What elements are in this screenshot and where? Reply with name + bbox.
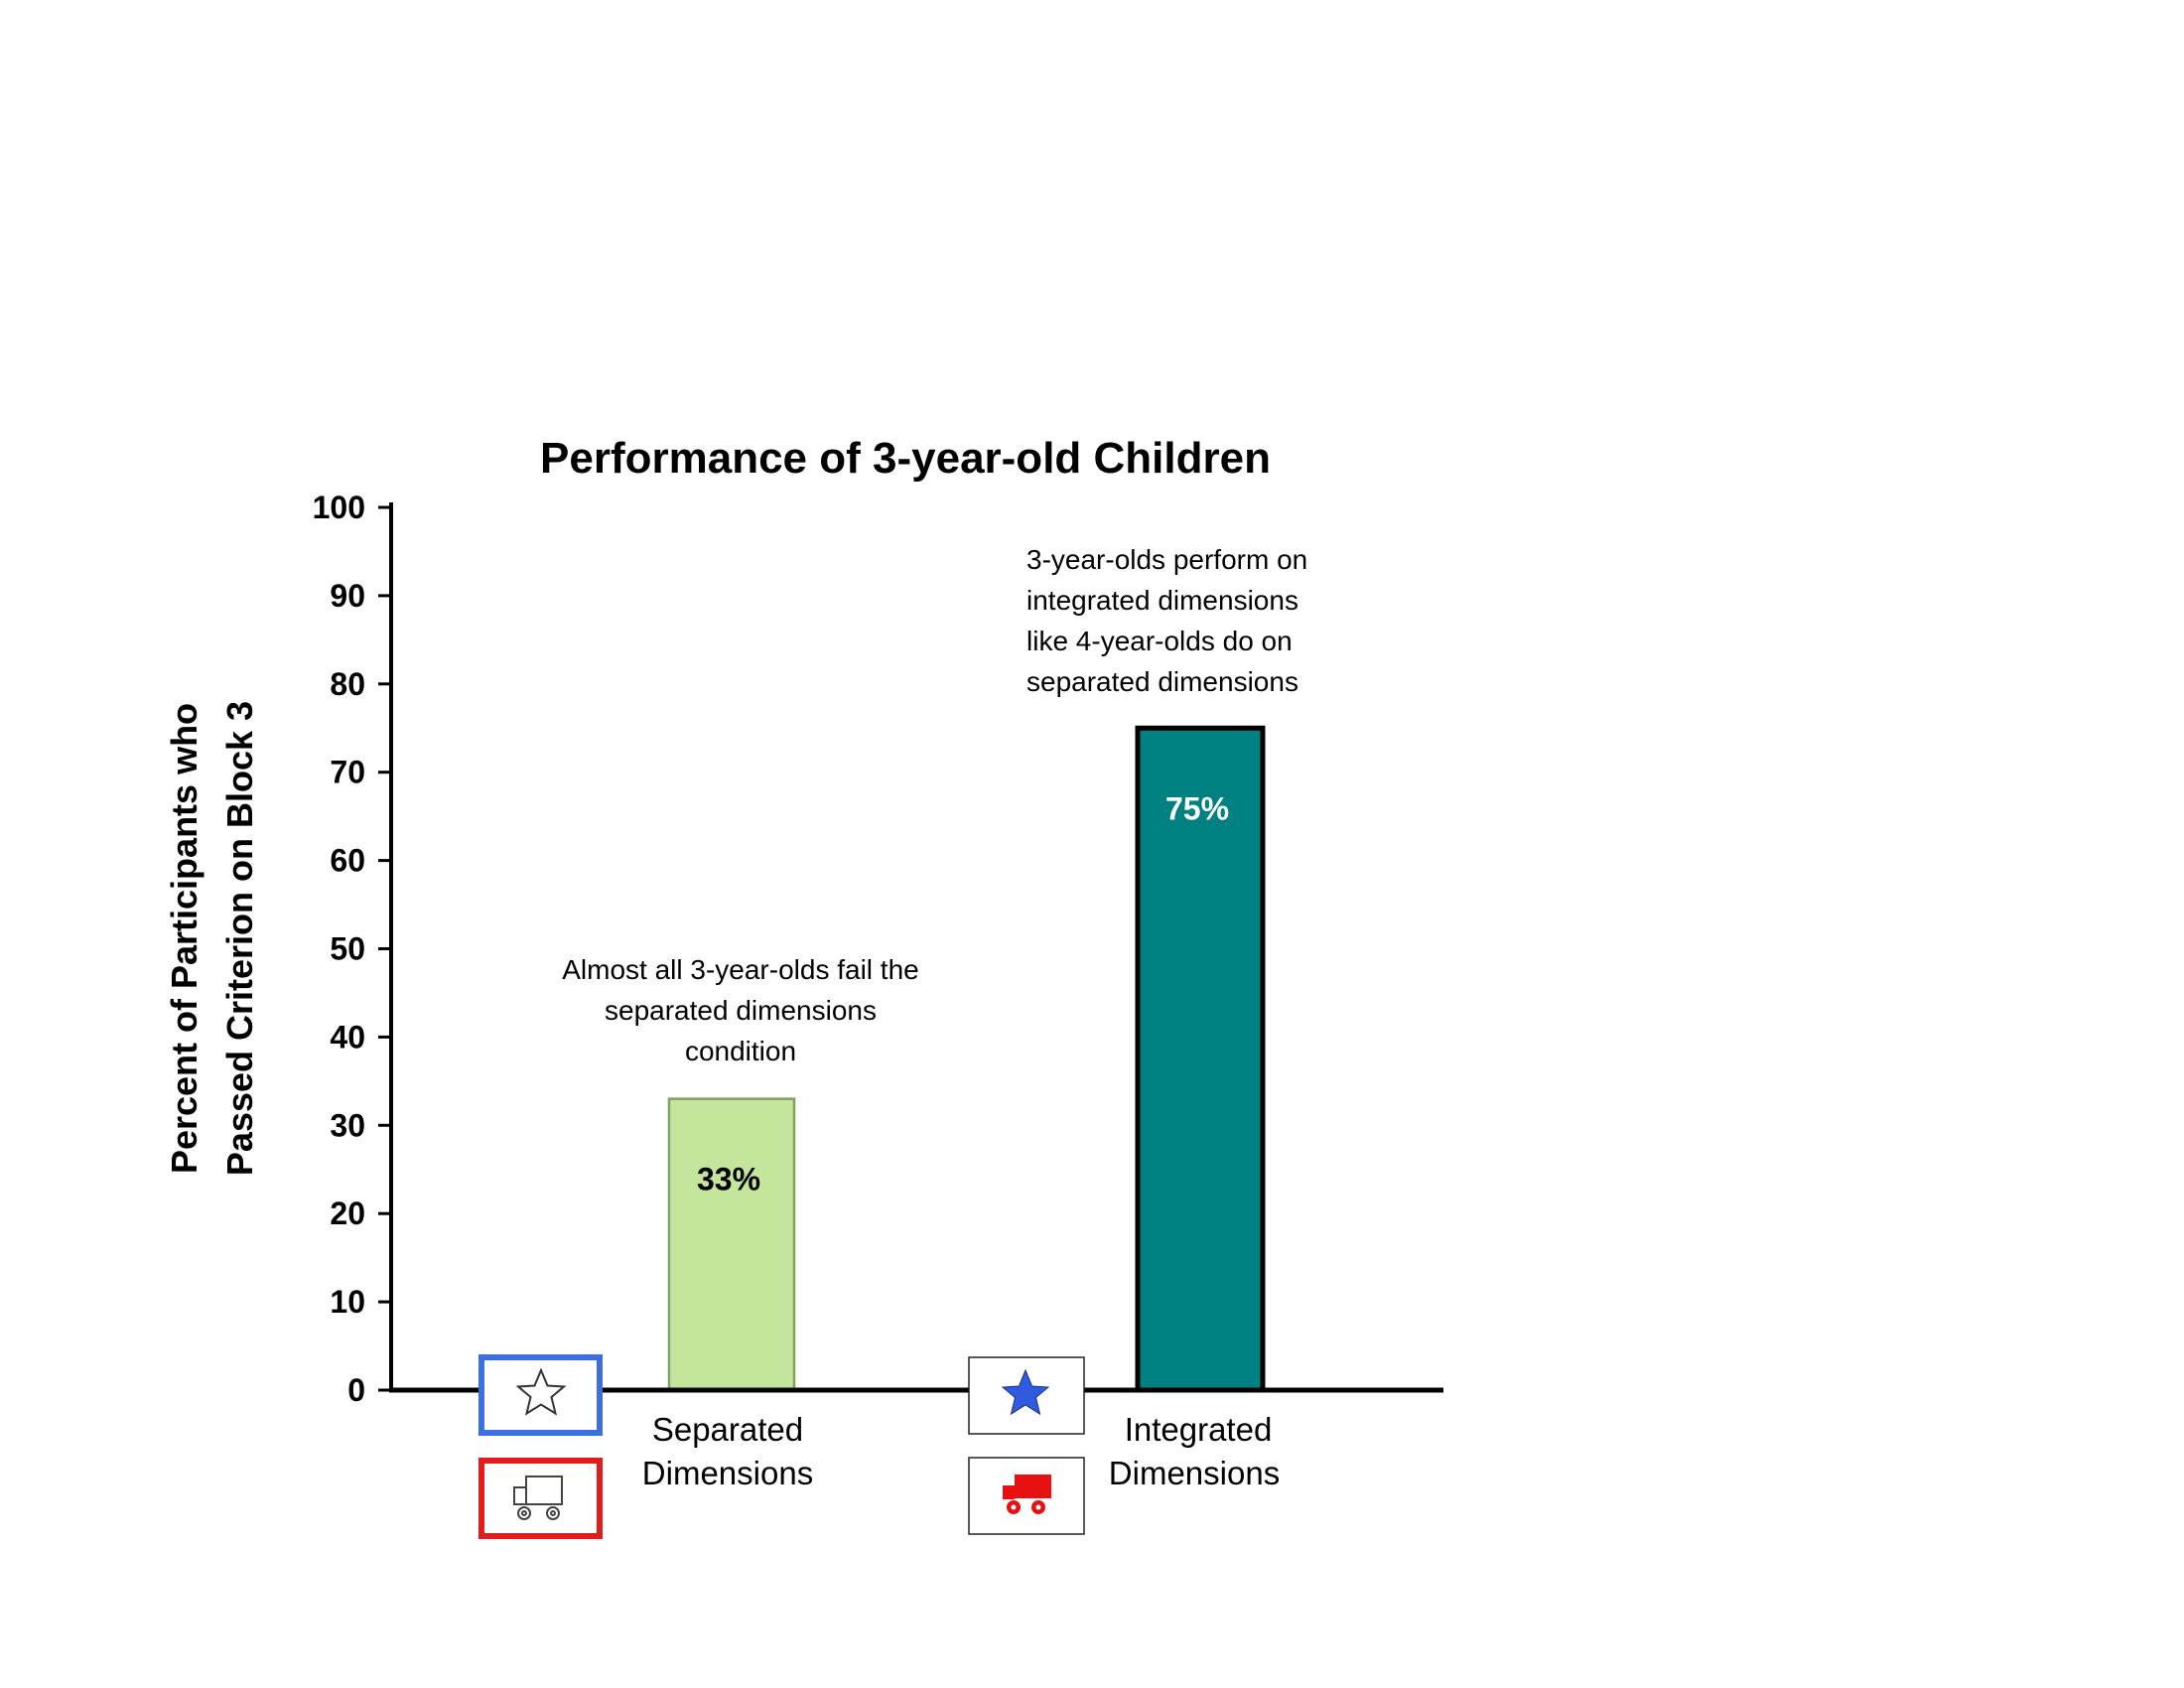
annotation-separated: Almost all 3-year-olds fail the separate… (562, 954, 918, 1066)
outline-star-icon (515, 1367, 567, 1416)
y-tick-label-70: 70 (330, 755, 365, 790)
y-tick-label-90: 90 (330, 578, 365, 614)
y-tick-label-30: 30 (330, 1107, 365, 1143)
y-axis-label-line-1: Percent of Participants who (164, 703, 205, 1174)
integrated-stimulus-star (968, 1356, 1085, 1435)
annotation-integrated-line-4: separated dimensions (1026, 666, 1298, 697)
category-label-integrated-line-1: Integrated (1125, 1411, 1273, 1448)
outline-truck-icon (513, 1476, 563, 1520)
category-label-integrated: Integrated Dimensions (1109, 1411, 1280, 1491)
y-tick-label-20: 20 (330, 1196, 365, 1231)
data-label-integrated: 75% (1165, 790, 1229, 826)
y-tick-label-10: 10 (330, 1284, 365, 1320)
y-axis-label: Percent of Participants who Passed Crite… (164, 701, 260, 1176)
category-label-integrated-line-2: Dimensions (1109, 1455, 1280, 1491)
annotation-separated-line-2: separated dimensions (605, 995, 877, 1026)
y-axis-label-line-2: Passed Criterion on Block 3 (219, 701, 260, 1176)
bar-integrated (1135, 725, 1266, 1393)
annotation-separated-line-3: condition (685, 1036, 796, 1066)
annotation-integrated-line-2: integrated dimensions (1026, 585, 1298, 616)
data-label-separated: 33% (697, 1162, 760, 1197)
separated-stimulus-truck (478, 1458, 603, 1539)
blue-star-icon (1001, 1368, 1050, 1416)
integrated-stimulus-truck (968, 1457, 1085, 1535)
annotation-integrated: 3-year-olds perform on integrated dimens… (1026, 544, 1307, 697)
category-label-separated: Separated Dimensions (642, 1411, 813, 1491)
y-tick-label-80: 80 (330, 666, 365, 702)
y-axis-ticks: 0 10 20 30 40 50 60 70 80 90 100 (313, 490, 391, 1408)
annotation-integrated-line-1: 3-year-olds perform on (1026, 544, 1307, 575)
y-tick-label-40: 40 (330, 1019, 365, 1055)
bars: 33% 75% (667, 725, 1266, 1393)
bar-separated (667, 1097, 796, 1392)
category-label-separated-line-2: Dimensions (642, 1455, 813, 1491)
y-tick-label-0: 0 (347, 1372, 365, 1408)
category-label-separated-line-1: Separated (652, 1411, 803, 1448)
chart-title: Performance of 3-year-old Children (540, 434, 1271, 483)
annotation-separated-line-1: Almost all 3-year-olds fail the (562, 954, 918, 985)
separated-stimulus-star (478, 1354, 603, 1436)
y-tick-label-60: 60 (330, 843, 365, 879)
annotation-integrated-line-3: like 4-year-olds do on (1026, 626, 1293, 656)
y-tick-label-50: 50 (330, 931, 365, 967)
y-tick-label-100: 100 (313, 490, 365, 525)
red-truck-icon (1003, 1475, 1051, 1514)
